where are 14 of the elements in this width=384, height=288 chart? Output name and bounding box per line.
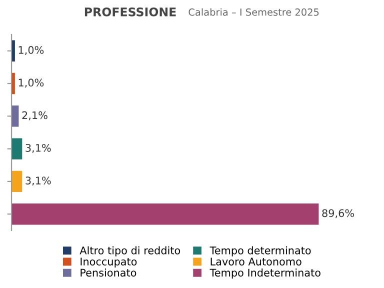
legend-label: Tempo Indeterminato xyxy=(210,268,320,279)
legend-label: Lavoro Autonomo xyxy=(210,258,302,266)
legend-label: Altro tipo di reddito xyxy=(80,246,180,256)
data-label: 1,0% xyxy=(18,78,44,88)
legend-label: Tempo determinato xyxy=(210,246,311,256)
chart-subtitle: Calabria – I Semestre 2025 xyxy=(188,8,319,16)
legend-label: Pensionato xyxy=(80,268,136,277)
data-label: 89,6% xyxy=(322,209,354,218)
data-label: 2,1% xyxy=(22,111,48,120)
legend-label: Inoccupato xyxy=(80,258,137,268)
data-label: 3,1% xyxy=(26,176,51,186)
data-label: 3,1% xyxy=(26,144,51,153)
data-label: 1,0% xyxy=(18,46,44,55)
chart-title: PROFESSIONE xyxy=(84,7,176,16)
